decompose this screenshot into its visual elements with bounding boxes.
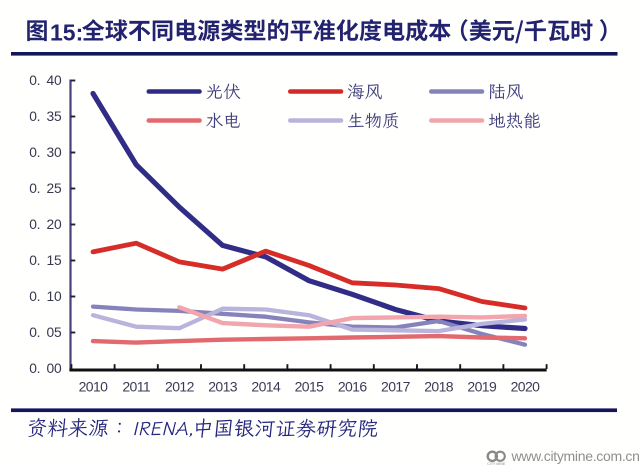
svg-text:2017: 2017 (381, 379, 411, 395)
svg-text:2016: 2016 (338, 379, 368, 395)
svg-text:2020: 2020 (511, 379, 541, 395)
svg-text:0. 15: 0. 15 (29, 253, 62, 268)
svg-text:2013: 2013 (208, 379, 238, 395)
svg-text:2012: 2012 (165, 379, 195, 395)
svg-text:0. 30: 0. 30 (29, 145, 62, 160)
svg-text:0. 05: 0. 05 (29, 325, 62, 340)
svg-text:2018: 2018 (424, 379, 454, 395)
svg-text:2011: 2011 (122, 379, 151, 395)
svg-text:0. 40: 0. 40 (29, 73, 62, 88)
svg-text:www.citymine.com.cn: www.citymine.com.cn (511, 448, 640, 464)
svg-text:CITY MINE: CITY MINE (487, 462, 506, 466)
svg-text:2019: 2019 (467, 379, 497, 395)
svg-text:0. 10: 0. 10 (29, 289, 62, 304)
svg-text:15:: 15: (50, 20, 83, 46)
svg-text:0. 00: 0. 00 (29, 361, 62, 376)
svg-text:0. 35: 0. 35 (29, 109, 62, 124)
svg-text:2015: 2015 (295, 379, 325, 395)
svg-text:0. 20: 0. 20 (29, 217, 62, 232)
svg-text:2014: 2014 (251, 379, 281, 395)
svg-text:0. 25: 0. 25 (29, 181, 62, 196)
svg-text:2010: 2010 (79, 379, 109, 395)
